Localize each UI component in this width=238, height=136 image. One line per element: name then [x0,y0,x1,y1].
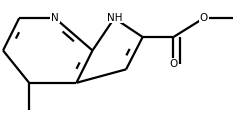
Text: O: O [200,13,208,23]
Text: N: N [51,13,59,23]
Text: NH: NH [107,13,122,23]
Text: O: O [169,59,178,69]
